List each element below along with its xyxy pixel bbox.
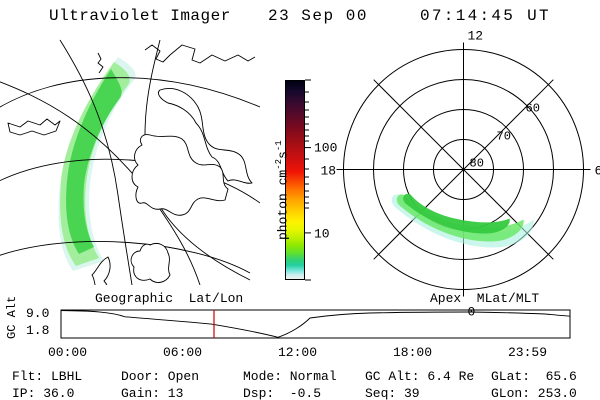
svg-text:100: 100 — [314, 141, 337, 156]
svg-text:6: 6 — [595, 164, 600, 179]
svg-text:70: 70 — [497, 130, 511, 144]
svg-text:80: 80 — [470, 157, 484, 171]
svg-text:12: 12 — [468, 29, 484, 44]
svg-text:60: 60 — [526, 102, 540, 116]
svg-text:10: 10 — [314, 226, 330, 241]
